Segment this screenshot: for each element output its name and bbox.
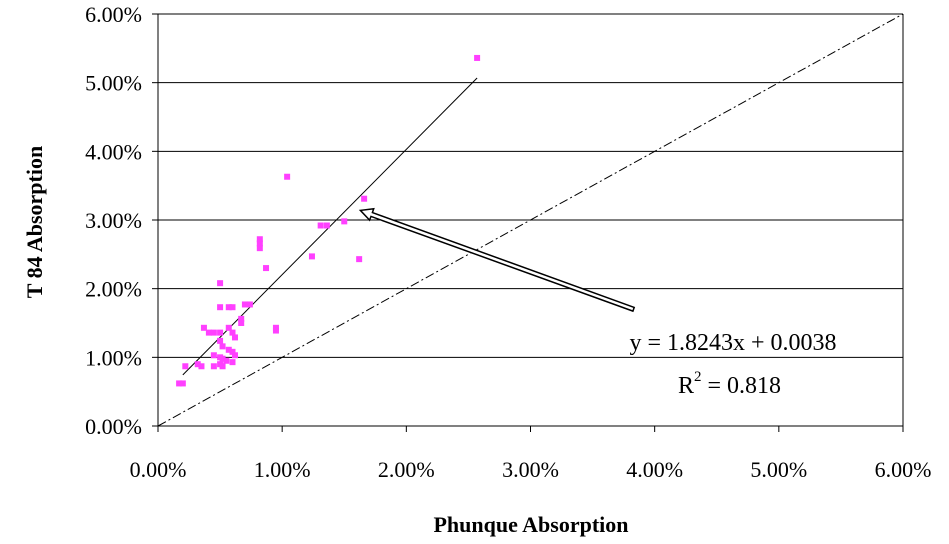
data-point (241, 301, 248, 308)
data-point (219, 363, 226, 370)
data-point (210, 329, 217, 336)
x-tick-label: 3.00% (502, 457, 559, 482)
data-point (176, 380, 183, 387)
x-tick-label: 5.00% (750, 457, 807, 482)
data-point (256, 240, 263, 247)
y-tick-label: 5.00% (85, 71, 142, 96)
data-point (263, 265, 270, 272)
data-point (223, 357, 230, 364)
data-point (225, 324, 232, 331)
annotation-arrow-group (358, 207, 636, 313)
data-point (246, 301, 253, 308)
data-point (205, 329, 212, 336)
data-point (256, 245, 263, 252)
annotation-arrow (358, 207, 636, 313)
data-point (217, 329, 224, 336)
x-tick-label: 2.00% (378, 457, 435, 482)
data-point (179, 380, 186, 387)
data-point (272, 327, 279, 334)
y-tick-label: 4.00% (85, 139, 142, 164)
data-point (210, 352, 217, 359)
data-point (231, 352, 238, 359)
data-point (238, 320, 245, 326)
r-squared-label: R2 = 0.818 (678, 369, 781, 399)
trendline-equation: y = 1.8243x + 0.0038 (629, 330, 836, 356)
y-tick-label: 2.00% (85, 277, 142, 302)
data-point (356, 256, 363, 263)
data-point (217, 337, 224, 344)
trendline (182, 77, 478, 376)
r-squared-value: = 0.818 (702, 373, 782, 399)
data-point (182, 363, 189, 370)
data-point (256, 236, 263, 243)
data-point (229, 348, 236, 355)
y-tick-label: 6.00% (85, 2, 142, 27)
data-point (217, 304, 224, 311)
data-point (198, 363, 205, 370)
data-point (474, 54, 481, 61)
data-point (219, 355, 226, 362)
data-point (219, 343, 226, 350)
data-point (284, 173, 291, 180)
y-tick-label: 3.00% (85, 208, 142, 233)
data-point (231, 334, 238, 341)
y-tick-label: 0.00% (85, 414, 142, 439)
x-tick-label: 1.00% (254, 457, 311, 482)
data-point (317, 222, 324, 229)
x-axis-title: Phunque Absorption (433, 512, 628, 537)
reference-line (157, 13, 904, 427)
x-tick-labels: 0.00% 1.00% 2.00% 3.00% 4.00% 5.00% 6.00% (130, 457, 932, 482)
x-tick-label: 4.00% (626, 457, 683, 482)
data-point (229, 359, 236, 366)
data-point (194, 361, 201, 368)
data-point (308, 253, 315, 260)
data-point (217, 280, 224, 287)
x-tick-label: 6.00% (875, 457, 932, 482)
data-point (361, 195, 368, 202)
data-point (229, 329, 236, 336)
data-point (229, 304, 236, 311)
data-point (225, 304, 232, 311)
trendline-group (182, 77, 478, 376)
y-tick-labels: 0.00% 1.00% 2.00% 3.00% 4.00% 5.00% 6.00% (85, 2, 142, 439)
data-point (238, 315, 245, 322)
data-points (176, 54, 481, 387)
y-tick-label: 1.00% (85, 345, 142, 370)
r-squared-superscript: 2 (694, 369, 702, 385)
x-tick-label: 0.00% (130, 457, 187, 482)
reference-line-group (157, 13, 904, 427)
y-axis-title: T 84 Absorption (22, 146, 47, 298)
r-squared-prefix: R (678, 373, 694, 399)
data-point (200, 324, 207, 331)
data-point (225, 346, 232, 353)
data-point (323, 222, 330, 229)
data-point (341, 218, 348, 225)
data-point (210, 363, 217, 370)
